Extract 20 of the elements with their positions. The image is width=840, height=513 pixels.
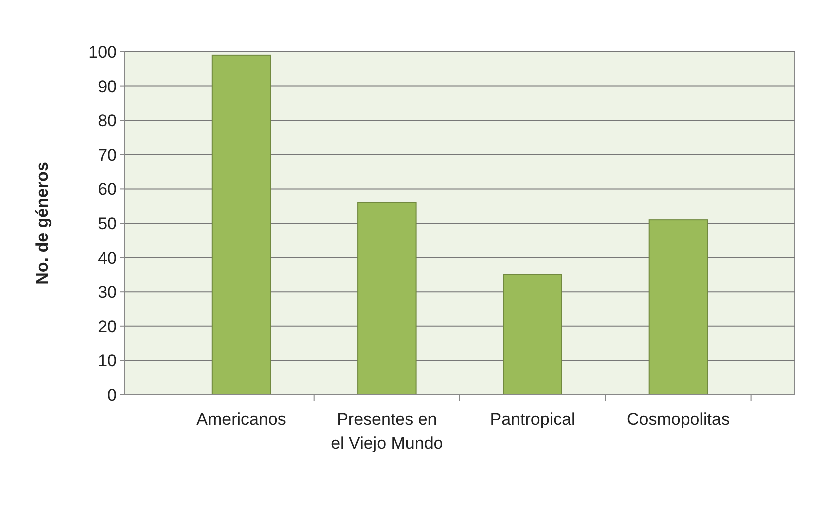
bar xyxy=(503,274,562,396)
x-tick-label: Americanos xyxy=(196,410,286,429)
y-tick-label: 20 xyxy=(98,317,117,336)
y-tick-label: 0 xyxy=(108,386,117,405)
y-axis-title: No. de géneros xyxy=(33,162,52,285)
y-tick-label: 90 xyxy=(98,77,117,96)
bar xyxy=(358,202,417,396)
x-tick-label: Pantropical xyxy=(490,410,576,429)
bar xyxy=(648,220,708,396)
x-tick-label: Cosmopolitas xyxy=(626,410,730,429)
y-tick-label: 10 xyxy=(98,352,117,371)
y-tick-label: 60 xyxy=(98,180,117,200)
y-tick-label: 100 xyxy=(88,42,117,62)
y-tick-label: 50 xyxy=(98,214,117,234)
y-tick-label: 80 xyxy=(98,112,117,131)
y-tick-label: 70 xyxy=(98,146,117,165)
x-tick-label: Presentes en el Viejo Mundo xyxy=(331,410,444,453)
y-tick-label: 40 xyxy=(98,248,117,268)
y-tick-label: 30 xyxy=(98,283,117,302)
bar xyxy=(212,54,272,396)
